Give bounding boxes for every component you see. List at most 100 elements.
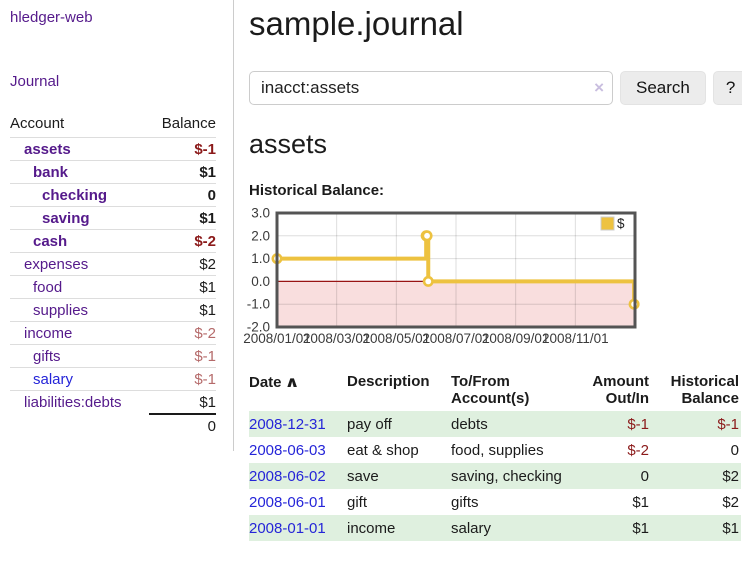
- accounts-total-value: 0: [148, 413, 216, 437]
- register-table: Date ∧ Description To/From Account(s) Amo…: [249, 371, 741, 541]
- account-row: saving $1: [10, 206, 216, 230]
- chart-legend: $: [600, 216, 625, 231]
- search-input[interactable]: [249, 71, 613, 105]
- svg-text:2008/07/01: 2008/07/01: [422, 331, 490, 346]
- svg-text:2.0: 2.0: [251, 228, 270, 243]
- register-header-row: Date ∧ Description To/From Account(s) Amo…: [249, 371, 741, 411]
- account-link[interactable]: salary: [33, 370, 74, 388]
- transaction-description: eat & shop: [347, 441, 419, 459]
- transaction-accounts: food, supplies: [451, 441, 544, 459]
- svg-text:2008/03/01: 2008/03/01: [303, 331, 371, 346]
- accounts-total-row: 0: [10, 413, 216, 437]
- account-balance: $-1: [148, 367, 216, 391]
- account-row: cash $-2: [10, 229, 216, 253]
- register-col-description: Description: [347, 373, 430, 390]
- page-title: sample.journal: [249, 5, 464, 42]
- account-balance: $1: [148, 275, 216, 299]
- account-link[interactable]: supplies: [33, 301, 89, 319]
- account-balance: $1: [148, 390, 216, 414]
- search-button[interactable]: Search: [620, 71, 706, 105]
- svg-text:2008/05/01: 2008/05/01: [363, 331, 431, 346]
- transaction-date-link[interactable]: 2008-06-02: [249, 467, 326, 485]
- accounts-table: Account Balance assets $-1 bank $1 check…: [10, 111, 216, 437]
- svg-text:$: $: [617, 216, 625, 231]
- clear-search-icon[interactable]: ×: [594, 78, 604, 97]
- accounts-col-balance: Balance: [161, 115, 216, 132]
- svg-text:2008/11/01: 2008/11/01: [542, 331, 609, 346]
- transaction-amount: 0: [640, 467, 649, 485]
- account-link[interactable]: liabilities:debts: [24, 394, 122, 411]
- transaction-description: gift: [347, 493, 368, 511]
- page: hledger-web Journal Account Balance asse…: [0, 0, 742, 541]
- account-link[interactable]: bank: [33, 163, 69, 181]
- account-balance: $-2: [148, 321, 216, 345]
- transaction-date-link[interactable]: 2008-06-03: [249, 441, 326, 459]
- account-balance: $1: [148, 160, 216, 184]
- account-row: bank $1: [10, 160, 216, 184]
- search-form: × Search ?: [249, 71, 742, 105]
- transaction-date-link[interactable]: 2008-01-01: [249, 519, 326, 537]
- svg-text:2008/09/01: 2008/09/01: [482, 331, 550, 346]
- sidebar: hledger-web Journal Account Balance asse…: [0, 0, 234, 451]
- svg-text:1.0: 1.0: [251, 251, 270, 266]
- account-row: salary $-1: [10, 367, 216, 391]
- account-link[interactable]: income: [24, 324, 73, 342]
- transaction-amount: $-1: [627, 415, 649, 433]
- transaction-accounts: saving, checking: [451, 467, 562, 485]
- register-col-balance: Historical Balance: [670, 373, 739, 407]
- help-button[interactable]: ?: [712, 71, 742, 105]
- account-row: expenses $2: [10, 252, 216, 276]
- account-balance: 0: [148, 183, 216, 207]
- account-row: supplies $1: [10, 298, 216, 322]
- account-link[interactable]: expenses: [24, 255, 89, 273]
- transaction-amount: $-2: [627, 441, 649, 459]
- account-link[interactable]: saving: [42, 209, 90, 227]
- account-link[interactable]: food: [33, 278, 63, 296]
- account-balance: $1: [148, 298, 216, 322]
- svg-text:0.0: 0.0: [251, 274, 270, 289]
- account-link[interactable]: checking: [42, 186, 108, 204]
- transaction-date-link[interactable]: 2008-06-01: [249, 493, 326, 511]
- account-link[interactable]: gifts: [33, 347, 61, 365]
- register-rows: 2008-12-31 pay off debts $-1 $-1 2008-06…: [249, 411, 741, 541]
- register-row: 2008-12-31 pay off debts $-1 $-1: [249, 411, 741, 437]
- account-row: liabilities:debts $1: [10, 390, 216, 414]
- register-row: 2008-06-03 eat & shop food, supplies $-2…: [249, 437, 741, 463]
- svg-text:2008/01/01: 2008/01/01: [243, 331, 311, 346]
- transaction-balance: 0: [730, 441, 739, 459]
- register-row: 2008-06-01 gift gifts $1 $2: [249, 489, 741, 515]
- transaction-description: pay off: [347, 415, 392, 433]
- historical-balance-chart: 3.0 2.0 1.0 0.0 -1.0 -2.02008/01/012008/03/01…: [243, 206, 640, 346]
- brand-link[interactable]: hledger-web: [10, 9, 93, 26]
- account-title: assets: [249, 129, 328, 159]
- sort-asc-icon: ∧: [283, 374, 300, 391]
- transaction-date-link[interactable]: 2008-12-31: [249, 415, 326, 433]
- account-link[interactable]: cash: [33, 232, 68, 250]
- account-row: income $-2: [10, 321, 216, 345]
- register-col-accounts: To/From Account(s): [451, 373, 530, 407]
- sidebar-item-journal[interactable]: Journal: [10, 73, 60, 90]
- accounts-col-account: Account: [10, 115, 65, 132]
- transaction-accounts: debts: [451, 415, 488, 433]
- account-link[interactable]: assets: [24, 140, 71, 158]
- account-row: food $1: [10, 275, 216, 299]
- transaction-amount: $1: [632, 493, 649, 511]
- chart-label: Historical Balance:: [249, 182, 385, 199]
- svg-text:-2.0: -2.0: [247, 320, 270, 335]
- account-row: assets $-1: [10, 137, 216, 161]
- transaction-balance: $2: [722, 493, 739, 511]
- transaction-description: income: [347, 519, 396, 537]
- account-row: checking 0: [10, 183, 216, 207]
- svg-text:3.0: 3.0: [251, 206, 270, 221]
- account-balance: $-1: [148, 344, 216, 368]
- register-col-amount: Amount Out/In: [592, 373, 649, 407]
- main-content: sample.journal × Search ? assets Histori…: [234, 0, 742, 541]
- transaction-accounts: salary: [451, 519, 492, 537]
- account-balance: $-1: [148, 137, 216, 161]
- transaction-amount: $1: [632, 519, 649, 537]
- account-balance: $1: [148, 206, 216, 230]
- register-col-date[interactable]: Date ∧: [249, 374, 300, 391]
- transaction-description: save: [347, 467, 379, 485]
- svg-text:-1.0: -1.0: [247, 297, 270, 312]
- transaction-balance: $-1: [717, 415, 739, 433]
